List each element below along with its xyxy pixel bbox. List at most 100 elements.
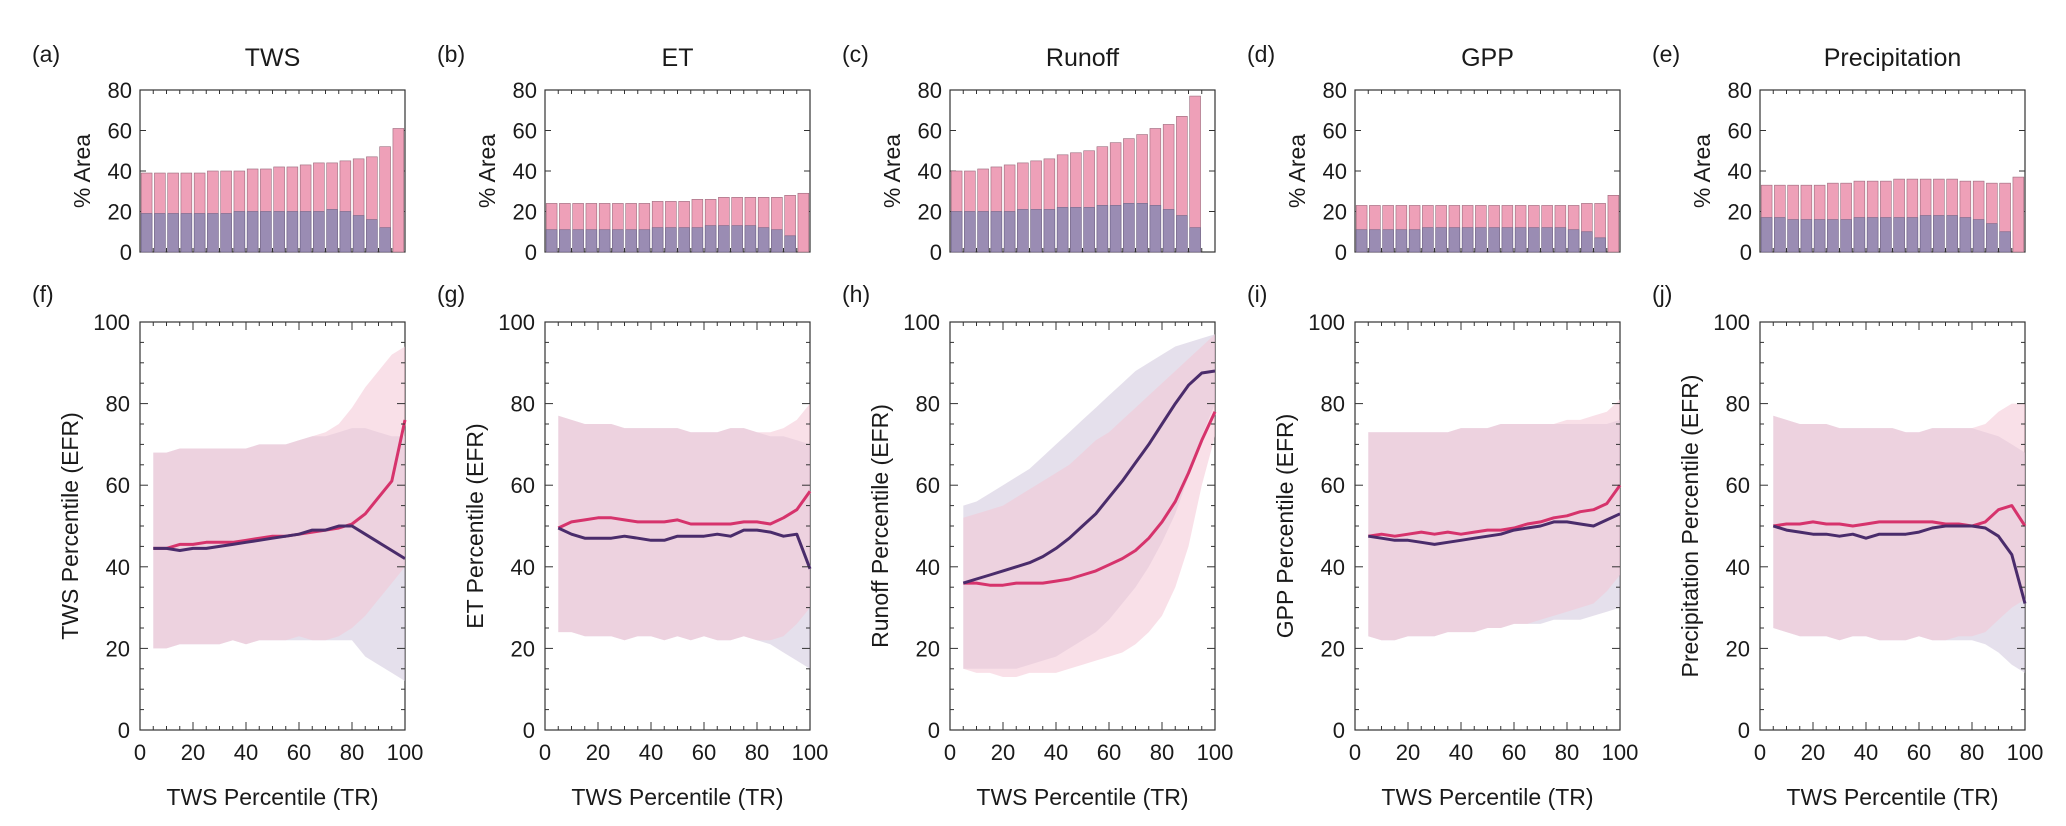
- bar-total: [2012, 176, 2025, 253]
- panel-label: (e): [1652, 41, 1680, 67]
- line-panel-0: (f) 0 20 40 60 80 100 0 20 40 60 80 100 TWS Percentil…: [32, 281, 423, 810]
- y-tick-label: 80: [916, 392, 940, 417]
- x-axis-label: TWS Percentile (TR): [166, 784, 378, 810]
- y-tick-label: 20: [1323, 200, 1347, 225]
- axes-frame: [1354, 89, 1621, 253]
- bar-panel-3: (d) GPP 0 20 40 60 80 % Area: [1247, 41, 1621, 265]
- bar-overlap: [286, 211, 299, 253]
- x-tick-label: 40: [234, 740, 258, 765]
- bar-total: [392, 128, 405, 253]
- bar-overlap: [1919, 215, 1932, 253]
- bar-overlap: [1096, 205, 1109, 253]
- x-axis-label: TWS Percentile (TR): [976, 784, 1188, 810]
- series-line-purple: [962, 369, 1216, 585]
- y-tick-label: 40: [918, 159, 942, 184]
- y-tick-label: 60: [918, 119, 942, 144]
- bar-overlap: [352, 215, 365, 253]
- x-tick-label: 0: [134, 740, 146, 765]
- bar-overlap: [220, 213, 232, 253]
- x-tick-label: 100: [1602, 740, 1639, 765]
- y-tick-label: 20: [108, 200, 132, 225]
- bar-overlap: [612, 229, 624, 253]
- bar-overlap: [260, 211, 272, 253]
- y-tick-label: 20: [511, 636, 535, 661]
- bar-overlap: [625, 229, 637, 253]
- y-tick-label: 0: [1333, 718, 1345, 743]
- bar-panel-1: (b) ET 0 20 40 60 80 % Area: [437, 41, 811, 265]
- y-tick-label: 80: [511, 392, 535, 417]
- y-tick-label: 0: [523, 718, 535, 743]
- bar-overlap: [326, 209, 338, 253]
- bar-panel-4: (e) Precipitation 0 20 40 60 80 % Area: [1652, 41, 2026, 265]
- bar-total: [797, 192, 810, 253]
- bar-overlap: [180, 213, 193, 253]
- y-tick-label: 40: [1728, 159, 1752, 184]
- bar-overlap: [207, 213, 219, 253]
- y-tick-label: 40: [1323, 159, 1347, 184]
- y-tick-label: 60: [108, 119, 132, 144]
- bar-overlap: [299, 211, 312, 253]
- x-axis-label: TWS Percentile (TR): [1381, 784, 1593, 810]
- line-panel-4: (j) 0 20 40 60 80 100 0 20 40 60 80 100 TWS Percentil…: [1652, 281, 2043, 810]
- x-tick-label: 20: [991, 740, 1015, 765]
- y-tick-label: 0: [120, 240, 132, 265]
- bar-overlap: [1893, 217, 1905, 253]
- x-tick-label: 40: [1044, 740, 1068, 765]
- bar-overlap: [1594, 237, 1606, 253]
- y-tick-label: 60: [106, 473, 130, 498]
- y-tick-label: 0: [118, 718, 130, 743]
- bar-overlap: [233, 211, 246, 253]
- y-tick-label: 80: [1323, 78, 1347, 103]
- panel-label: (g): [437, 281, 465, 307]
- y-tick-label: 0: [1740, 240, 1752, 265]
- bar-overlap: [964, 211, 976, 253]
- bar-overlap: [193, 213, 206, 253]
- x-tick-label: 60: [287, 740, 311, 765]
- y-tick-label: 100: [903, 310, 940, 335]
- bar-overlap: [1408, 229, 1421, 253]
- y-tick-label: 100: [1308, 310, 1345, 335]
- bar-overlap: [1422, 227, 1434, 253]
- axes-frame: [544, 89, 811, 253]
- y-tick-label: 60: [1728, 119, 1752, 144]
- bar-overlap: [1866, 217, 1879, 253]
- y-tick-label: 60: [1726, 473, 1750, 498]
- y-axis-label: GPP Percentile (EFR): [1272, 414, 1298, 639]
- line-panel-1: (g) 0 20 40 60 80 100 0 20 40 60 80 100 TWS Percentil…: [437, 281, 828, 810]
- bar-overlap: [559, 229, 571, 253]
- panel-title: Runoff: [1046, 44, 1119, 72]
- panel-label: (f): [32, 281, 54, 307]
- bar-overlap: [1003, 211, 1016, 253]
- y-tick-label: 20: [513, 200, 537, 225]
- bar-overlap: [1475, 227, 1487, 253]
- bar-overlap: [1448, 227, 1461, 253]
- y-axis-label: % Area: [69, 134, 95, 208]
- bar-overlap: [1461, 227, 1474, 253]
- bar-overlap: [1906, 217, 1919, 253]
- bar-overlap: [1986, 223, 1998, 253]
- panel-label: (c): [842, 41, 869, 67]
- bar-overlap: [545, 229, 558, 253]
- bar-overlap: [678, 227, 690, 253]
- line-panel-3: (i) 0 20 40 60 80 100 0 20 40 60 80 100 TWS Percentil…: [1247, 281, 1638, 810]
- bar-overlap: [990, 211, 1003, 253]
- panel-label: (i): [1247, 281, 1267, 307]
- bar-overlap: [718, 225, 730, 253]
- panel-title: Precipitation: [1824, 44, 1962, 72]
- y-tick-label: 40: [511, 555, 535, 580]
- panel-title: TWS: [245, 44, 301, 72]
- bar-overlap: [598, 229, 611, 253]
- bar-overlap: [1176, 215, 1188, 253]
- y-tick-label: 40: [1321, 555, 1345, 580]
- bar-overlap: [1149, 205, 1162, 253]
- y-tick-label: 0: [1335, 240, 1347, 265]
- y-tick-label: 40: [108, 159, 132, 184]
- x-tick-label: 60: [1502, 740, 1526, 765]
- y-tick-label: 100: [498, 310, 535, 335]
- bar-total: [1607, 195, 1620, 253]
- bar-overlap: [585, 229, 598, 253]
- bar-overlap: [1528, 227, 1540, 253]
- bar-overlap: [1056, 207, 1069, 253]
- bar-overlap: [950, 211, 963, 253]
- bar-overlap: [1946, 215, 1958, 253]
